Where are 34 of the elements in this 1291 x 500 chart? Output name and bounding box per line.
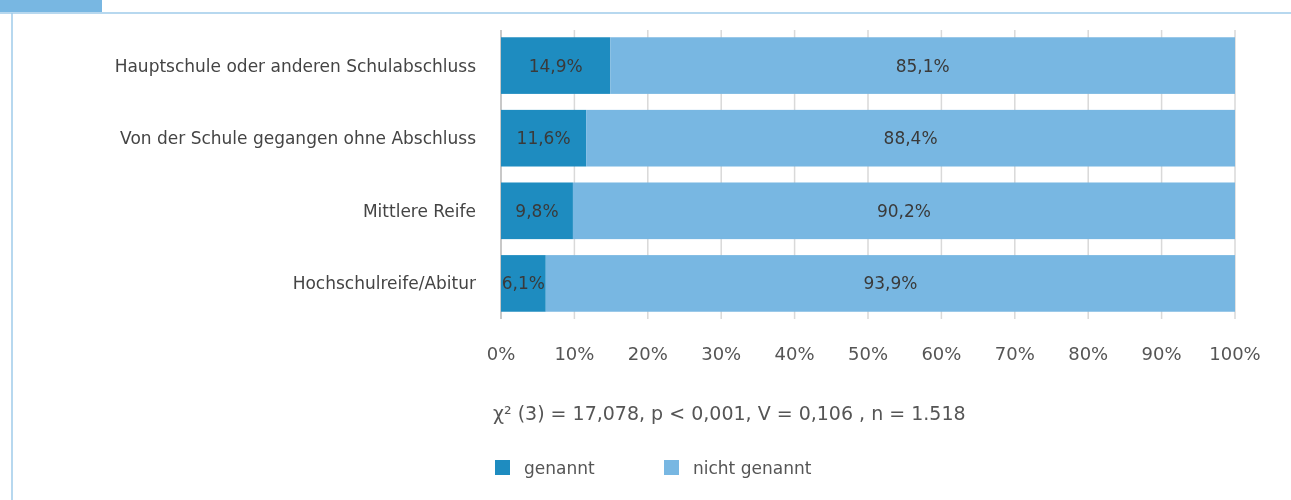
x-tick-label: 30%: [701, 343, 742, 364]
bar: [501, 255, 546, 312]
data-label: 88,4%: [883, 128, 938, 149]
y-tick-label: Von der Schule gegangen ohne Abschluss: [120, 128, 477, 149]
data-label: 85,1%: [895, 55, 950, 76]
bar: [610, 37, 1235, 94]
x-tick-label: 10%: [554, 343, 595, 364]
x-tick-label: 90%: [1141, 343, 1182, 364]
text: χ² (3) = 17,078, p < 0,001, V = 0,106 , n = 1.518: [493, 402, 966, 424]
legend-label: nicht genannt: [693, 458, 812, 478]
data-label: 90,2%: [876, 200, 931, 221]
bar: [572, 182, 1235, 240]
bar: [501, 109, 587, 167]
x-tick-label: 20%: [627, 343, 668, 364]
data-label: 6,1%: [501, 273, 545, 294]
x-tick-label: 50%: [847, 343, 889, 364]
x-tick-label: 0%: [486, 343, 516, 364]
x-tick-label: 60%: [921, 343, 962, 364]
y-tick-label: Mittlere Reife: [362, 200, 476, 221]
data-label: 9,8%: [515, 200, 559, 221]
bar: [501, 182, 573, 240]
data-label: 14,9%: [528, 55, 583, 76]
legend-label: genannt: [524, 458, 595, 478]
bar: [501, 37, 611, 94]
y-tick-label: Hauptschule oder anderen Schulabschluss: [114, 55, 477, 76]
x-tick-label: 70%: [994, 343, 1035, 364]
data-label: 11,6%: [516, 128, 571, 149]
y-tick-label: Hochschulreife/Abitur: [292, 273, 477, 294]
bar: [586, 109, 1235, 167]
x-tick-label: 40%: [774, 343, 815, 364]
data-label: 93,9%: [863, 273, 918, 294]
x-tick-label: 100%: [1209, 343, 1261, 364]
x-tick-label: 80%: [1068, 343, 1109, 364]
bar: [545, 255, 1235, 312]
